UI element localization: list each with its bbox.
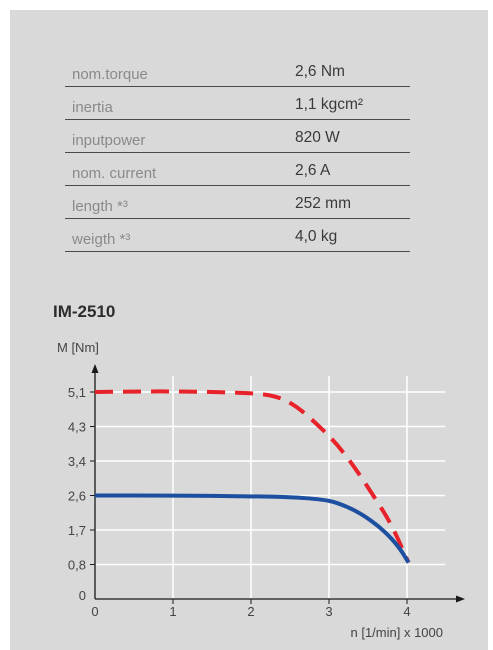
y-tick-label: 0 [79,588,86,603]
spec-label: weigth *³ [72,231,131,248]
series-line-nominal-torque [95,493,411,564]
y-tick-label: 0,8 [68,558,86,573]
x-tick-label: 0 [91,604,98,619]
spec-label: inertia [72,99,113,116]
spec-value: 1,1 kgcm² [295,96,364,113]
spec-label: length *³ [72,198,128,215]
y-tick-label: 1,7 [68,523,86,538]
spec-label: nom.torque [72,66,148,83]
spec-row-length: length *³ 252 mm [65,186,410,219]
y-tick-label: 3,4 [68,454,86,469]
x-tick-label: 3 [325,604,332,619]
spec-row-torque: nom.torque 2,6 Nm [65,54,410,87]
x-tick-label: 2 [247,604,254,619]
x-tick-label: 4 [403,604,410,619]
chart-title: IM-2510 [53,302,116,321]
spec-value: 2,6 Nm [295,63,345,80]
y-axis-label: M [Nm] [57,340,99,355]
spec-row-weight: weigth *³ 4,0 kg [65,219,410,252]
spec-table: nom.torque 2,6 Nm inertia 1,1 kgcm² inpu… [65,54,410,252]
y-tick-label: 4,3 [68,420,86,435]
x-axis-arrow [456,595,465,603]
spec-label: inputpower [72,132,146,149]
series-line-peak-torque [94,389,411,564]
y-tick-label: 2,6 [68,489,86,504]
spec-value: 4,0 kg [295,228,338,245]
y-tick-label: 5,1 [68,385,86,400]
x-tick-label: 1 [169,604,176,619]
spec-row-inertia: inertia 1,1 kgcm² [65,87,410,120]
spec-panel: nom.torque 2,6 Nm inertia 1,1 kgcm² inpu… [10,10,488,650]
spec-value: 252 mm [295,195,351,212]
spec-value: 2,6 A [295,162,331,179]
y-axis-arrow [91,364,99,373]
x-axis-label: n [1/min] x 1000 [351,625,444,640]
spec-row-current: nom. current 2,6 A [65,153,410,186]
spec-value: 820 W [295,129,340,146]
spec-row-inputpower: inputpower 820 W [65,120,410,153]
spec-label: nom. current [72,165,157,182]
